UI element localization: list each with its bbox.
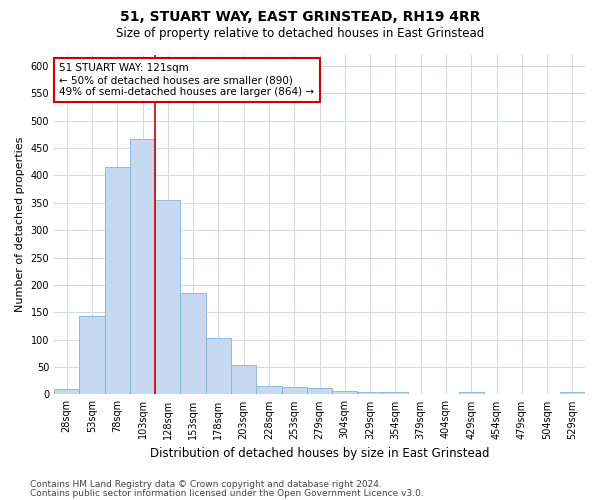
Text: 51, STUART WAY, EAST GRINSTEAD, RH19 4RR: 51, STUART WAY, EAST GRINSTEAD, RH19 4RR: [120, 10, 480, 24]
X-axis label: Distribution of detached houses by size in East Grinstead: Distribution of detached houses by size …: [150, 447, 489, 460]
Bar: [104, 167, 130, 394]
Bar: [332, 390, 358, 394]
Bar: [206, 338, 231, 394]
Text: Size of property relative to detached houses in East Grinstead: Size of property relative to detached ho…: [116, 28, 484, 40]
Bar: [155, 200, 181, 394]
Text: 51 STUART WAY: 121sqm
← 50% of detached houses are smaller (890)
49% of semi-det: 51 STUART WAY: 121sqm ← 50% of detached …: [59, 64, 314, 96]
Bar: [256, 386, 281, 394]
Bar: [383, 392, 408, 394]
Text: Contains public sector information licensed under the Open Government Licence v3: Contains public sector information licen…: [30, 488, 424, 498]
Bar: [281, 387, 307, 394]
Bar: [181, 293, 206, 394]
Y-axis label: Number of detached properties: Number of detached properties: [15, 137, 25, 312]
Text: Contains HM Land Registry data © Crown copyright and database right 2024.: Contains HM Land Registry data © Crown c…: [30, 480, 382, 489]
Bar: [458, 392, 484, 394]
Bar: [231, 365, 256, 394]
Bar: [307, 388, 332, 394]
Bar: [54, 389, 79, 394]
Bar: [560, 392, 585, 394]
Bar: [79, 316, 104, 394]
Bar: [130, 139, 155, 394]
Bar: [358, 392, 383, 394]
